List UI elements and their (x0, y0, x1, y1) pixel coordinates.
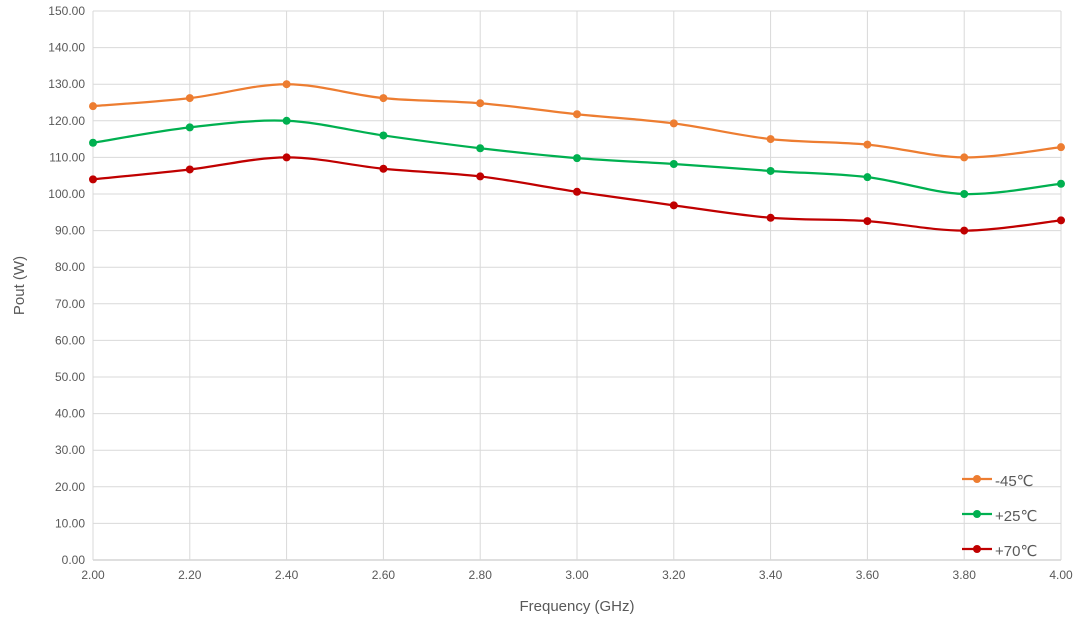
data-point (766, 166, 775, 175)
data-point (863, 217, 872, 226)
x-tick-label: 4.00 (1049, 568, 1073, 582)
series-group (89, 80, 1065, 235)
x-tick-label: 2.20 (178, 568, 202, 582)
y-tick-label: 0.00 (62, 553, 86, 567)
x-axis-title: Frequency (GHz) (519, 598, 634, 615)
data-point (573, 187, 581, 196)
y-tick-label: 40.00 (55, 407, 85, 421)
x-tick-label: 3.60 (856, 568, 880, 582)
legend-label: +70℃ (995, 543, 1037, 560)
y-tick-label: 30.00 (55, 443, 85, 457)
legend-item: +70℃ (962, 543, 1037, 560)
data-point (669, 159, 678, 168)
data-point (185, 165, 194, 174)
x-tick-label: 2.80 (469, 568, 493, 582)
data-point (960, 190, 969, 198)
series-2 (89, 116, 1065, 198)
y-tick-label: 10.00 (55, 516, 85, 530)
legend-swatch-marker (973, 510, 981, 518)
data-point (863, 140, 872, 149)
data-point (1057, 216, 1065, 225)
y-tick-label: 70.00 (55, 297, 85, 311)
y-tick-label: 80.00 (55, 260, 85, 274)
data-point (282, 116, 291, 125)
data-point (476, 99, 485, 108)
data-point (89, 102, 97, 111)
y-tick-label: 130.00 (48, 77, 85, 91)
data-point (669, 119, 678, 128)
data-point (669, 201, 678, 210)
legend-swatch-marker (973, 545, 981, 553)
x-tick-label: 3.80 (953, 568, 977, 582)
x-tick-label: 2.40 (275, 568, 299, 582)
data-point (379, 164, 388, 173)
series-1 (89, 80, 1065, 162)
series-3 (89, 153, 1065, 235)
y-tick-label: 60.00 (55, 333, 85, 347)
legend-label: +25℃ (995, 508, 1037, 525)
data-point (379, 94, 388, 103)
legend-item: +25℃ (962, 508, 1037, 525)
data-point (766, 213, 775, 222)
data-point (960, 226, 969, 235)
x-tick-label: 3.20 (662, 568, 686, 582)
data-point (185, 94, 194, 103)
data-point (89, 175, 97, 184)
legend-item: -45℃ (962, 473, 1034, 490)
data-point (282, 153, 291, 162)
x-tick-label: 2.60 (372, 568, 396, 582)
legend-label: -45℃ (995, 473, 1034, 490)
data-point (766, 135, 775, 144)
x-tick-label: 2.00 (81, 568, 105, 582)
data-point (1057, 143, 1065, 152)
y-tick-label: 100.00 (48, 187, 85, 201)
y-tick-label: 90.00 (55, 224, 85, 238)
y-tick-label: 140.00 (48, 41, 85, 55)
data-point (573, 154, 581, 163)
legend-swatch-marker (973, 475, 981, 483)
data-point (282, 80, 291, 89)
data-point (185, 123, 194, 132)
axes: 0.00 10.00 20.00 30.00 40.00 50.00 60.00 70.00 8… (48, 4, 1073, 582)
x-tick-label: 3.40 (759, 568, 783, 582)
data-point (1057, 179, 1065, 188)
y-tick-label: 110.00 (49, 150, 85, 164)
x-tick-label: 3.00 (565, 568, 589, 582)
y-tick-label: 20.00 (55, 480, 85, 494)
data-point (89, 138, 97, 147)
y-tick-label: 150.00 (48, 4, 85, 18)
data-point (863, 173, 872, 182)
y-tick-label: 50.00 (55, 370, 85, 384)
data-point (476, 144, 485, 153)
data-point (573, 110, 581, 119)
data-point (476, 172, 485, 181)
data-point (379, 131, 388, 140)
grid (92, 10, 1062, 561)
y-tick-label: 120.00 (48, 114, 85, 128)
legend: -45℃ +25℃ +70℃ (962, 473, 1037, 560)
data-point (960, 153, 969, 162)
y-axis-title: Pout (W) (11, 256, 28, 315)
